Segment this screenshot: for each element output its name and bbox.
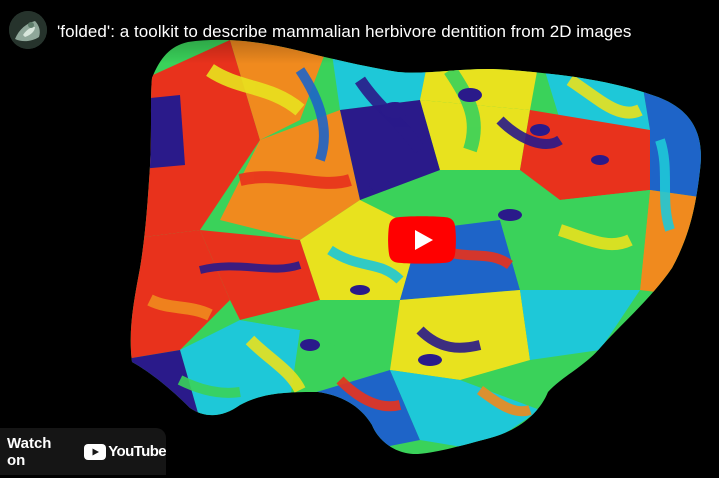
youtube-wordmark: YouTube: [108, 443, 166, 460]
youtube-logo: YouTube: [84, 443, 167, 460]
play-icon: [388, 216, 456, 264]
channel-avatar[interactable]: [9, 11, 47, 49]
watch-on-youtube-button[interactable]: Watch on YouTube: [0, 428, 167, 475]
avatar-image-icon: [9, 11, 47, 49]
tooth-heatmap: [130, 39, 701, 455]
title-bar: 'folded': a toolkit to describe mammalia…: [0, 0, 719, 64]
watch-on-label: Watch on: [7, 434, 52, 469]
play-button[interactable]: [388, 216, 456, 264]
youtube-logo-icon: [84, 443, 107, 460]
video-title[interactable]: 'folded': a toolkit to describe mammalia…: [57, 22, 632, 41]
